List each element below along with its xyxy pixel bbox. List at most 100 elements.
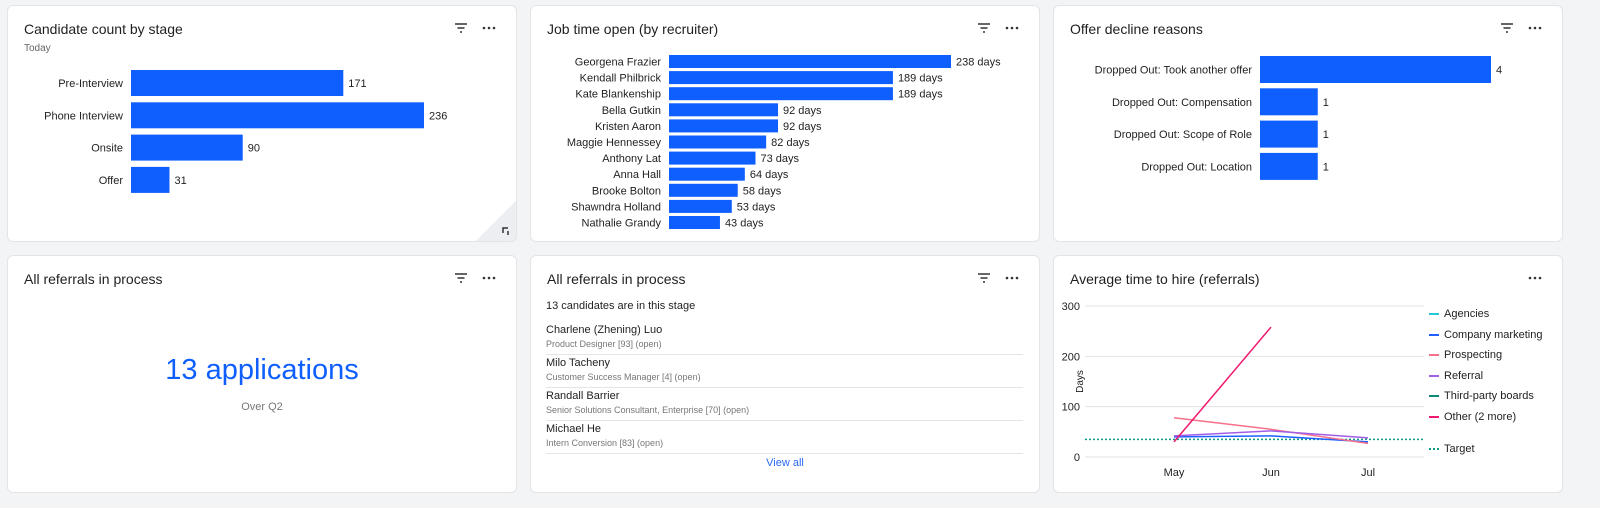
- more-icon[interactable]: [1528, 22, 1542, 34]
- category-label: Kristen Aaron: [595, 121, 661, 133]
- legend-label: Agencies: [1444, 308, 1490, 321]
- legend-item[interactable]: Agencies: [1429, 304, 1542, 325]
- more-icon[interactable]: [1005, 272, 1019, 284]
- card-title: All referrals in process: [24, 271, 163, 287]
- data-label: 1: [1323, 129, 1329, 141]
- data-label: 73 days: [760, 153, 799, 165]
- data-label: 171: [348, 78, 366, 90]
- filter-icon[interactable]: [977, 22, 991, 34]
- bar: [131, 102, 424, 129]
- category-label: Bella Gutkin: [602, 105, 661, 117]
- data-label: 58 days: [743, 185, 782, 197]
- legend-label: Referral: [1444, 369, 1484, 382]
- data-label: 82 days: [771, 137, 810, 149]
- more-icon[interactable]: [482, 22, 496, 34]
- candidate-job: Senior Solutions Consultant, Enterprise …: [546, 405, 750, 415]
- metric-value[interactable]: 13 applications: [165, 354, 359, 386]
- bar: [131, 70, 344, 96]
- series-line: [1173, 326, 1272, 443]
- candidate-name[interactable]: Randall Barrier: [546, 390, 620, 402]
- legend-swatch: [1429, 415, 1439, 418]
- y-tick-label: 0: [1074, 452, 1080, 464]
- legend-item[interactable]: Third-party boards: [1429, 386, 1542, 407]
- candidate-list: Charlene (Zhening) Luo Product Designer […: [546, 322, 1023, 454]
- legend-item[interactable]: Referral: [1429, 366, 1542, 387]
- stage-bar-chart: Pre-Interview 171 Phone Interview 236 Onsite…: [44, 70, 447, 193]
- x-tick-label: Jul: [1361, 467, 1375, 479]
- bar: [669, 135, 767, 149]
- more-icon[interactable]: [1528, 272, 1542, 284]
- data-label: 1: [1323, 97, 1329, 109]
- filter-icon[interactable]: [454, 22, 468, 34]
- resize-handle[interactable]: [476, 201, 516, 241]
- card-subtitle: Today: [24, 43, 51, 54]
- data-label: 189 days: [898, 89, 943, 101]
- legend-swatch: [1429, 448, 1439, 451]
- bar: [131, 166, 170, 193]
- candidate-job: Customer Success Manager [4] (open): [546, 372, 701, 382]
- filter-icon[interactable]: [454, 272, 468, 284]
- candidate-name[interactable]: Michael He: [546, 423, 602, 435]
- category-label: Brooke Bolton: [592, 185, 661, 197]
- list-item[interactable]: Milo Tacheny Customer Success Manager [4]…: [546, 355, 1023, 388]
- time-to-hire-line-chart: 0 100 200 300 May Jun Jul Days: [1062, 301, 1424, 479]
- y-axis-label: Days: [1075, 370, 1086, 393]
- x-tick-label: May: [1164, 467, 1185, 479]
- filter-icon[interactable]: [1500, 22, 1514, 34]
- data-label: 31: [174, 175, 186, 187]
- list-item[interactable]: Michael He Intern Conversion [83] (open): [546, 421, 1023, 454]
- legend-swatch: [1429, 395, 1439, 398]
- legend-swatch: [1429, 333, 1439, 336]
- metric-subtitle: Over Q2: [241, 401, 283, 413]
- data-label: 64 days: [750, 169, 789, 181]
- data-label: 4: [1496, 65, 1502, 77]
- data-label: 43 days: [725, 218, 764, 230]
- decline-bar-chart: Dropped Out: Took another offer 4 Dropped …: [1095, 56, 1502, 180]
- legend-item[interactable]: Other (2 more): [1429, 407, 1542, 428]
- card-referrals-count: All referrals in process 13 applications…: [7, 255, 517, 493]
- data-label: 92 days: [783, 105, 822, 117]
- legend-swatch: [1429, 374, 1439, 377]
- category-label: Pre-Interview: [58, 78, 123, 90]
- legend-label: Third-party boards: [1444, 390, 1534, 403]
- card-title: Job time open (by recruiter): [547, 21, 719, 37]
- y-tick-label: 100: [1062, 402, 1080, 414]
- more-icon[interactable]: [1005, 22, 1019, 34]
- candidate-name[interactable]: Charlene (Zhening) Luo: [546, 324, 663, 336]
- card-candidate-count: Candidate count by stage Today Pre-Inter…: [7, 5, 517, 242]
- category-label: Shawndra Holland: [571, 201, 661, 213]
- category-label: Anthony Lat: [602, 153, 661, 165]
- category-label: Dropped Out: Compensation: [1112, 97, 1252, 109]
- view-all-link[interactable]: View all: [766, 457, 804, 469]
- legend-label: Prospecting: [1444, 349, 1503, 362]
- y-tick-label: 200: [1062, 351, 1080, 363]
- category-label: Onsite: [91, 143, 123, 155]
- more-icon[interactable]: [482, 272, 496, 284]
- list-item[interactable]: Charlene (Zhening) Luo Product Designer […: [546, 322, 1023, 355]
- card-title: Candidate count by stage: [24, 21, 183, 37]
- bar: [669, 103, 779, 117]
- bar: [669, 55, 951, 68]
- category-label: Maggie Hennessey: [567, 137, 662, 149]
- bar: [1260, 152, 1318, 180]
- bar: [1260, 88, 1318, 116]
- category-label: Kendall Philbrick: [580, 73, 662, 85]
- series-line: [1173, 435, 1369, 443]
- candidate-count: 13 candidates are in this stage: [546, 300, 696, 312]
- filter-icon[interactable]: [977, 272, 991, 284]
- legend-item[interactable]: Prospecting: [1429, 345, 1542, 366]
- legend-item[interactable]: Company marketing: [1429, 325, 1542, 346]
- x-tick-label: Jun: [1262, 467, 1280, 479]
- card-job-time-open: Job time open (by recruiter) Georgena Fr…: [530, 5, 1040, 242]
- data-label: 189 days: [898, 73, 943, 85]
- bar: [669, 151, 756, 165]
- candidate-job: Intern Conversion [83] (open): [546, 438, 664, 448]
- job-time-bar-chart: Georgena Frazier 238 days Kendall Philbric…: [567, 55, 1001, 230]
- candidate-name[interactable]: Milo Tacheny: [546, 357, 610, 369]
- legend-item[interactable]: Target: [1429, 439, 1542, 460]
- legend-label: Other (2 more): [1444, 410, 1517, 423]
- card-offer-decline: Offer decline reasons Dropped Out: Took …: [1053, 5, 1563, 242]
- candidate-job: Product Designer [93] (open): [546, 339, 662, 349]
- list-item[interactable]: Randall Barrier Senior Solutions Consulta…: [546, 388, 1023, 421]
- category-label: Kate Blankenship: [575, 89, 661, 101]
